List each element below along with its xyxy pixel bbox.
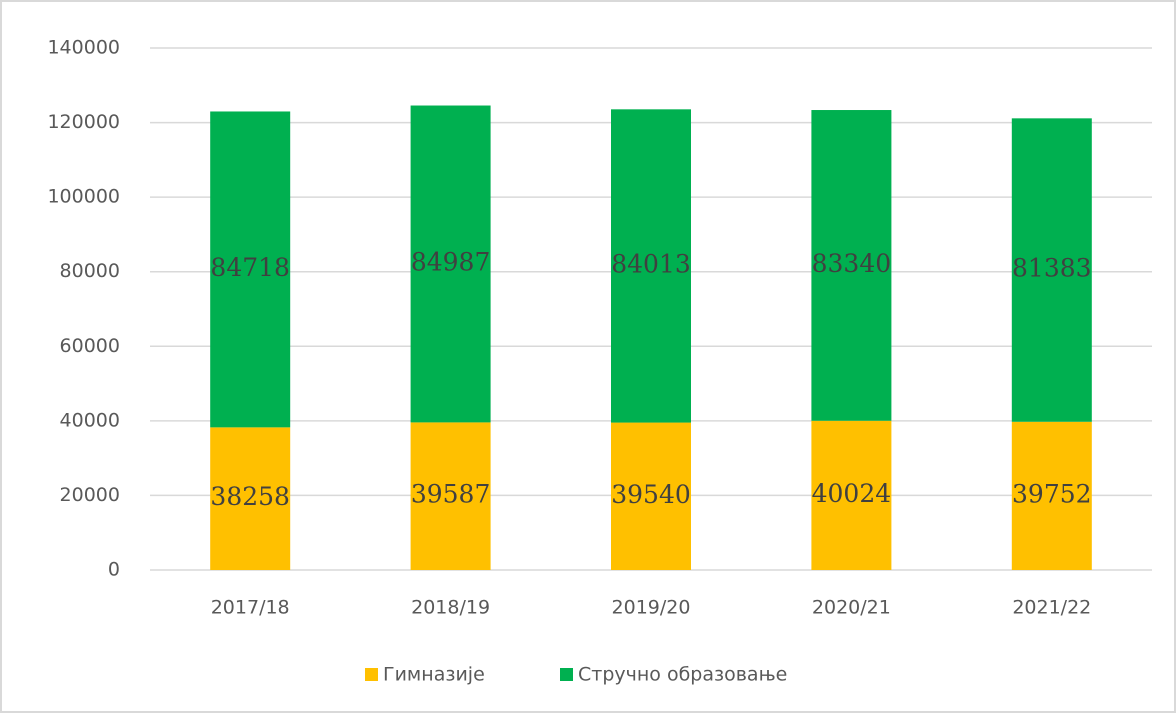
legend-label: Гимназије bbox=[383, 664, 485, 686]
x-tick-label: 2019/20 bbox=[612, 597, 691, 619]
bar-segment bbox=[611, 422, 691, 570]
y-tick-label: 60000 bbox=[60, 335, 120, 357]
x-tick-label: 2020/21 bbox=[812, 597, 891, 619]
y-tick-label: 0 bbox=[108, 559, 120, 581]
data-label: 84013 bbox=[611, 249, 691, 278]
data-label: 39587 bbox=[411, 480, 491, 509]
y-tick-label: 140000 bbox=[47, 37, 120, 59]
bar-segment bbox=[811, 420, 892, 570]
data-label: 38258 bbox=[210, 482, 290, 511]
legend-swatch bbox=[365, 668, 378, 681]
y-tick-label: 80000 bbox=[60, 260, 120, 282]
bar-segment bbox=[1011, 421, 1092, 570]
bar-segment bbox=[210, 111, 291, 428]
bar-segment bbox=[410, 105, 491, 423]
data-label: 39540 bbox=[611, 480, 691, 509]
x-tick-label: 2021/22 bbox=[1012, 597, 1091, 619]
bar-segment bbox=[1011, 118, 1092, 422]
data-label: 40024 bbox=[812, 479, 892, 508]
y-tick-label: 120000 bbox=[47, 111, 120, 133]
data-label: 81383 bbox=[1012, 254, 1092, 283]
data-label: 84718 bbox=[210, 253, 290, 282]
x-tick-label: 2018/19 bbox=[411, 597, 490, 619]
x-tick-label: 2017/18 bbox=[211, 597, 290, 619]
legend-swatch bbox=[560, 668, 573, 681]
data-label: 84987 bbox=[411, 247, 491, 276]
bar-segment bbox=[611, 109, 691, 423]
bar-segment bbox=[410, 422, 491, 570]
data-label: 39752 bbox=[1012, 479, 1092, 508]
data-label: 83340 bbox=[812, 249, 892, 278]
y-tick-label: 40000 bbox=[60, 409, 120, 431]
bar-segment bbox=[811, 110, 892, 421]
bar-segment bbox=[210, 427, 291, 570]
y-tick-label: 20000 bbox=[60, 484, 120, 506]
legend-label: Стручно образовање bbox=[578, 664, 787, 686]
y-tick-label: 100000 bbox=[47, 186, 120, 208]
